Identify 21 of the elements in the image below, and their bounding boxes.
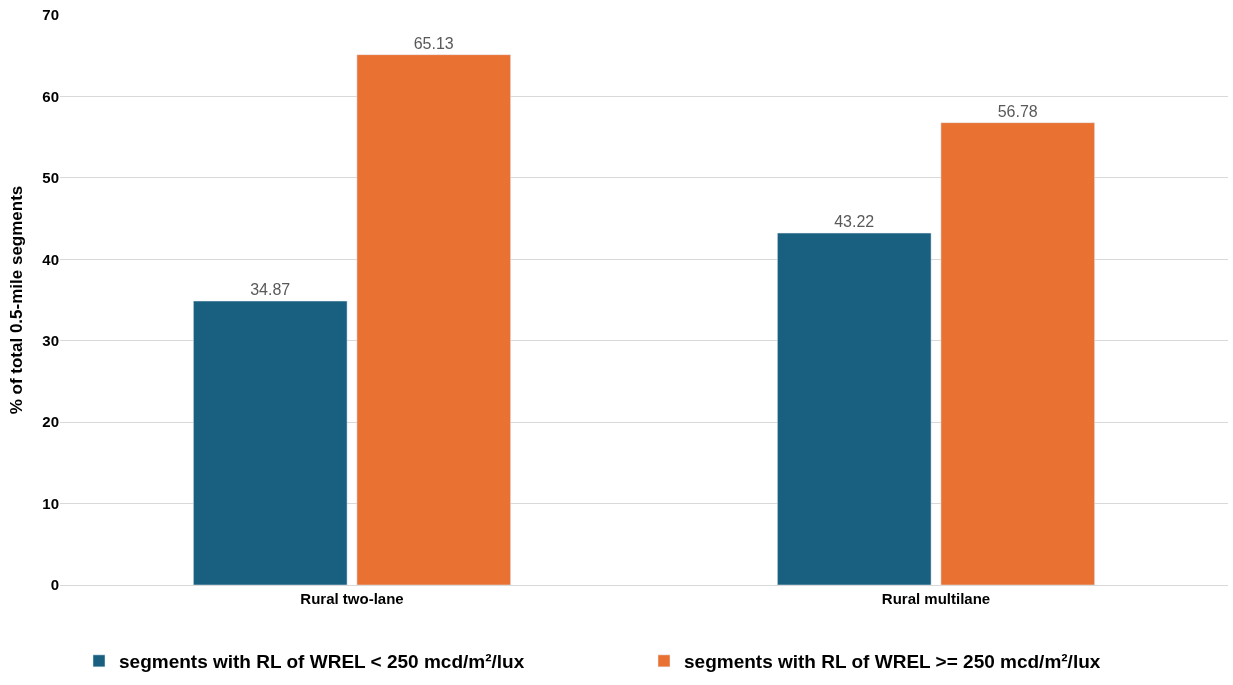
x-tick-label: Rural two-lane bbox=[300, 590, 404, 607]
y-tick-label: 50 bbox=[42, 169, 59, 187]
bar bbox=[777, 232, 932, 585]
x-tick-label: Rural multilane bbox=[881, 590, 991, 607]
bar bbox=[940, 122, 1095, 585]
bar bbox=[193, 300, 348, 585]
legend-label: segments with RL of WREL < 250 mcd/m²/lux bbox=[119, 651, 525, 673]
legend-label: segments with RL of WREL >= 250 mcd/m²/lux bbox=[684, 651, 1101, 673]
y-tick-label: 30 bbox=[42, 331, 59, 349]
y-tick-label: 20 bbox=[42, 413, 59, 431]
data-label: 65.13 bbox=[413, 34, 454, 52]
y-axis-title: % of total 0.5-mile segments bbox=[6, 185, 26, 415]
y-tick-label: 40 bbox=[42, 250, 59, 268]
y-tick-label: 10 bbox=[42, 494, 59, 512]
data-label: 56.78 bbox=[997, 102, 1038, 120]
y-tick-label: 0 bbox=[50, 576, 59, 594]
data-label: 43.22 bbox=[834, 213, 875, 231]
bar bbox=[356, 54, 511, 585]
y-tick-label: 60 bbox=[42, 87, 59, 105]
y-tick-label: 70 bbox=[42, 6, 59, 24]
data-label: 34.87 bbox=[250, 281, 291, 299]
